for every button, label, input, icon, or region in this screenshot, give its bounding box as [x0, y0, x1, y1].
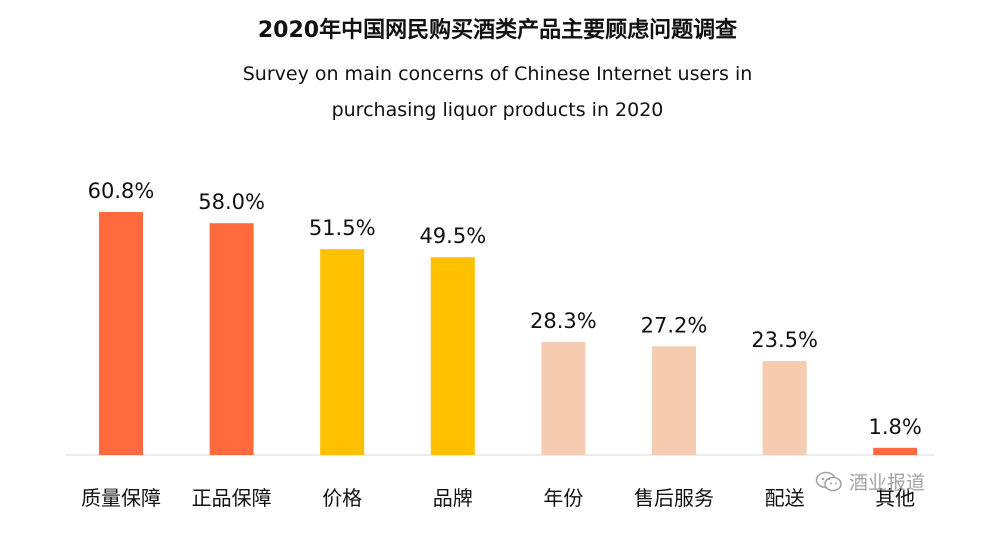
bar-2	[209, 223, 254, 455]
category-label: 配送	[765, 486, 805, 510]
category-label: 正品保障	[192, 486, 272, 510]
category-label: 年份	[543, 486, 583, 510]
bar-4	[430, 257, 475, 455]
value-label: 60.8%	[88, 179, 155, 203]
chart-title: 2020年中国网民购买酒类产品主要顾虑问题调查	[257, 18, 738, 43]
watermark-text: 酒业报道	[849, 472, 926, 494]
bar-3	[320, 249, 365, 455]
bar-7	[762, 361, 807, 455]
category-label: 价格	[322, 486, 362, 510]
value-label: 1.8%	[869, 415, 922, 439]
category-label: 质量保障	[81, 486, 161, 510]
wechat-icon	[815, 471, 842, 491]
category-label: 其他	[875, 486, 915, 510]
chart-subtitle: Survey on main concerns of Chinese Inter…	[242, 63, 753, 121]
bar-1	[99, 212, 143, 455]
bar-5	[541, 341, 586, 455]
bar-6	[652, 346, 696, 455]
bar-8	[873, 447, 918, 455]
value-label: 28.3%	[530, 309, 597, 333]
category-label: 品牌	[433, 486, 473, 510]
watermark: 酒业报道	[815, 468, 925, 495]
value-label: 27.2%	[641, 313, 708, 337]
value-label: 58.0%	[198, 190, 265, 214]
category-label: 售后服务	[634, 486, 714, 510]
value-label: 23.5%	[751, 328, 818, 352]
value-label: 51.5%	[309, 216, 376, 240]
value-label: 49.5%	[419, 224, 486, 248]
